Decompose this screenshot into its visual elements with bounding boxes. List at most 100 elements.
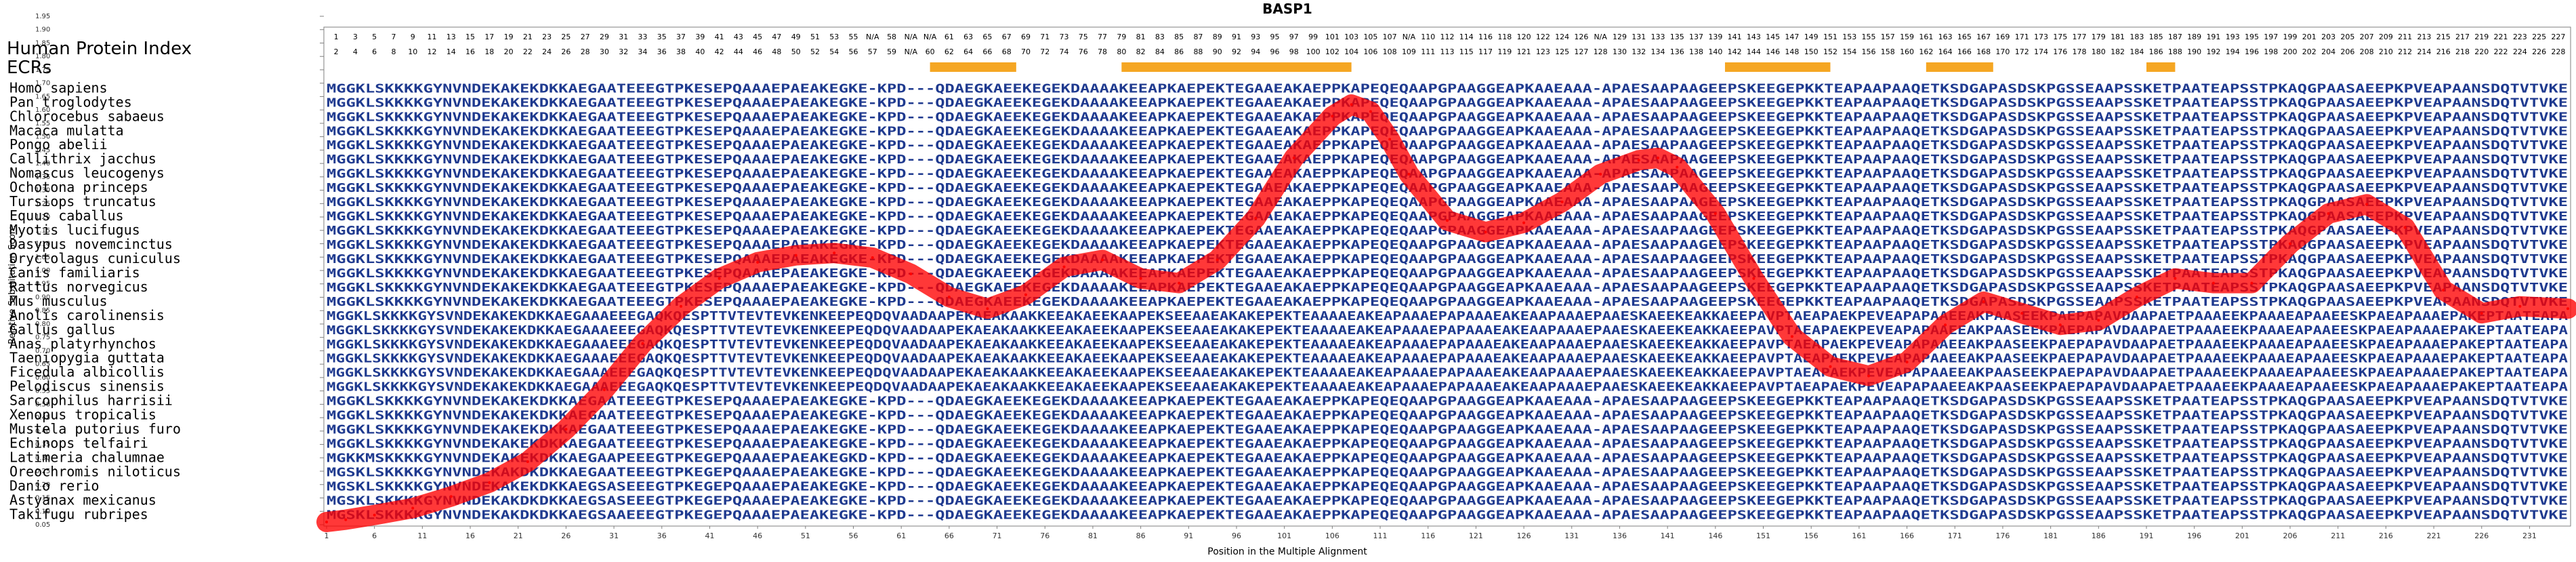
protein-index-top: 221 [2494, 33, 2508, 41]
x-tick-label: 106 [1325, 531, 1339, 540]
protein-index-top: 205 [2340, 33, 2354, 41]
y-tick-label: 1.10 [35, 241, 50, 248]
y-tick-label: 1.00 [35, 267, 50, 275]
protein-index-bottom: 14 [446, 47, 456, 56]
protein-index-top: 67 [1002, 33, 1012, 41]
protein-index-bottom: 156 [1862, 47, 1876, 56]
protein-index-bottom: 102 [1325, 47, 1339, 56]
protein-index-top: 39 [695, 33, 705, 41]
species-label: Takifugu rubripes [9, 506, 148, 522]
score-point [488, 481, 491, 484]
x-tick-label: 66 [944, 531, 954, 540]
species-label: Homo sapiens [9, 79, 108, 96]
protein-index-bottom: 140 [1708, 47, 1722, 56]
y-tick-label: 1.35 [35, 174, 50, 181]
protein-index-bottom: 125 [1555, 47, 1569, 56]
score-point [1484, 230, 1487, 234]
protein-index-top: 41 [715, 33, 724, 41]
ecr-bar [930, 62, 1016, 72]
protein-index-bottom: 202 [2302, 47, 2317, 56]
protein-index-bottom: 88 [1193, 47, 1203, 56]
species-label: Anas platyrhynchos [9, 336, 157, 352]
protein-index-top: 99 [1308, 33, 1318, 41]
species-label: Latimeria chalumnae [9, 449, 165, 466]
protein-index-bottom: 52 [810, 47, 820, 56]
protein-index-top: 45 [753, 33, 762, 41]
protein-index-top: 5 [372, 33, 377, 41]
protein-index-bottom: 20 [504, 47, 514, 56]
protein-index-top: 213 [2417, 33, 2431, 41]
protein-index-bottom: 68 [1002, 47, 1012, 56]
protein-index-top: 209 [2379, 33, 2393, 41]
protein-index-bottom: 134 [1651, 47, 1665, 56]
protein-index-bottom: 158 [1881, 47, 1895, 56]
score-point [1637, 159, 1640, 162]
protein-index-bottom: 172 [2015, 47, 2029, 56]
score-point [373, 513, 376, 517]
ecrs-label: ECRs [7, 58, 51, 78]
y-tick-label: 1.55 [35, 120, 50, 127]
protein-index-top: 217 [2455, 33, 2470, 41]
protein-index-bottom: 50 [791, 47, 801, 56]
protein-index-bottom: 208 [2360, 47, 2374, 56]
protein-index-top: 161 [1919, 33, 1933, 41]
x-tick-label: 46 [753, 531, 762, 540]
axes-group: 0.05 0.10 0.15 0.20 0.25 0.30 0.35 0.40 0.45 0.50… [35, 13, 2571, 540]
x-tick-label: 136 [1613, 531, 1627, 540]
y-tick-label: 1.80 [35, 53, 50, 60]
alignment-row: MGGKLSKKKKGYNVNDEKAKEKDKKAEGAATEEEGTPKES… [327, 167, 2568, 181]
score-point [641, 342, 644, 345]
x-tick-label: 96 [1232, 531, 1241, 540]
score-point [1560, 200, 1564, 203]
protein-index-bottom: 24 [542, 47, 552, 56]
score-point [1522, 221, 1526, 224]
species-label: Oreochromis niloticus [9, 463, 181, 479]
protein-index-top: 3 [353, 33, 358, 41]
alignment-row: MGKKMSKKKKGYNVNDEKAKEKDKKAEGAAPEEEGTPKEG… [327, 451, 2568, 466]
y-tick-label: 0.75 [35, 334, 50, 342]
protein-index-bottom: 82 [1136, 47, 1146, 56]
protein-index-top: 33 [638, 33, 648, 41]
protein-index-bottom: 192 [2206, 47, 2220, 56]
protein-index-top: 149 [1804, 33, 1819, 41]
y-tick-label: 1.85 [35, 39, 50, 47]
protein-index-top: 47 [772, 33, 781, 41]
protein-index-top: 189 [2187, 33, 2201, 41]
x-tick-label: 76 [1040, 531, 1050, 540]
protein-index-bottom: 109 [1402, 47, 1416, 56]
y-tick-label: 1.30 [35, 187, 50, 195]
alignment-row: MGSKLSKKKKGYNVNDEKAKDKDKKAEGSASEEEGTPKEG… [327, 494, 2568, 508]
score-point [325, 521, 328, 523]
x-tick-label: 181 [2043, 531, 2058, 540]
x-tick-label: 116 [1421, 531, 1435, 540]
x-tick-label: 186 [2092, 531, 2106, 540]
score-point [2289, 242, 2292, 245]
score-point [1062, 265, 1066, 268]
protein-index-top: 25 [561, 33, 570, 41]
protein-index-top: 58 [887, 33, 896, 41]
protein-index-top: 73 [1060, 33, 1069, 41]
y-tick-label: 1.50 [35, 134, 50, 141]
protein-index-top: 175 [2053, 33, 2067, 41]
y-tick-label: 0.65 [35, 361, 50, 368]
alignment-row: MGSKLSKKKKGYNVNDEKAKDKDKKAEGSAAEEEGTPKEG… [327, 508, 2568, 522]
x-tick-label: 171 [1948, 531, 1962, 540]
protein-index-bottom: 136 [1670, 47, 1684, 56]
alignment-row: MGGKLSKKKKGYNVNDEKAKEKDKKAEGAATEEEGTPKES… [327, 124, 2568, 138]
protein-index-top: 69 [1021, 33, 1031, 41]
protein-index-bottom: 113 [1440, 47, 1455, 56]
protein-index-top: 95 [1270, 33, 1280, 41]
protein-index-top: 135 [1670, 33, 1684, 41]
protein-index-top: 187 [2168, 33, 2182, 41]
species-label: Dasypus novemcinctus [9, 236, 173, 252]
species-label: Taeniopygia guttata [9, 350, 165, 366]
x-tick-label: 41 [705, 531, 714, 540]
protein-index-bottom: 26 [561, 47, 570, 56]
protein-index-top: 110 [1421, 33, 1435, 41]
score-point [2211, 281, 2215, 285]
protein-index-top: 116 [1478, 33, 1493, 41]
protein-index-bottom: 92 [1232, 47, 1241, 56]
protein-index-bottom: 96 [1270, 47, 1280, 56]
x-tick-label: 81 [1088, 531, 1098, 540]
